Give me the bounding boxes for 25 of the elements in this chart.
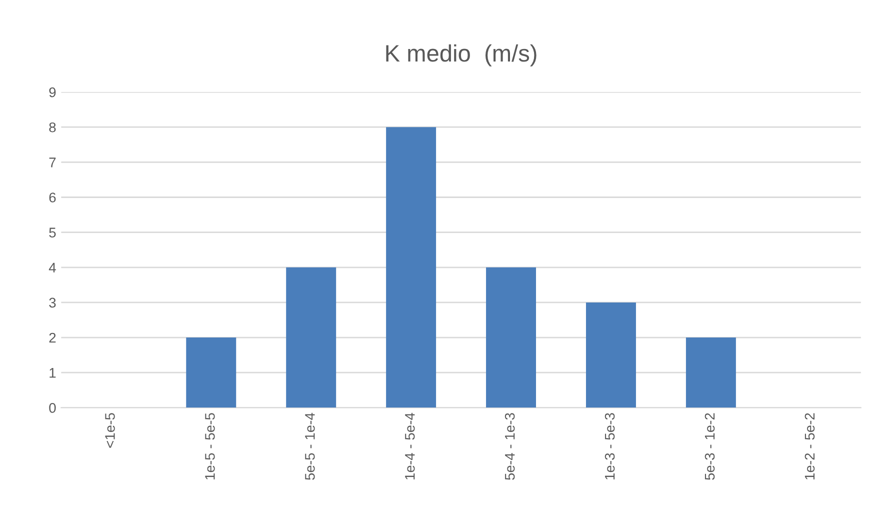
y-tick-label: 4 [48,262,56,272]
x-tick-label: 1e-5 - 5e-5 [205,413,215,480]
y-tick-label: 6 [49,192,56,202]
bar [486,267,536,408]
y-tick-label: 5 [49,228,56,238]
y-tick-label: 0 [49,402,56,413]
x-tick-label: 5e-3 - 1e-2 [704,413,715,480]
bar [686,338,736,408]
x-tick-label: 5e-5 - 1e-4 [305,412,315,480]
bar [286,267,336,408]
y-tick-label: 2 [49,332,56,343]
x-tick-label: 1e-2 - 5e-2 [804,413,815,480]
x-tick-label: 1e-4 - 5e-4 [405,412,415,480]
chart-title: K medio (m/s) [386,44,536,66]
bar [386,127,436,408]
y-tick-label: 3 [49,298,56,308]
y-tick-label: 1 [50,368,56,378]
x-tick-label: 1e-3 - 5e-3 [604,413,615,480]
bar [186,338,236,408]
x-tick-label: 5e-4 - 1e-3 [504,413,515,480]
bar [586,302,636,408]
y-tick-label: 9 [49,87,56,98]
x-tick-label: <1e-5 [105,413,115,448]
y-tick-label: 7 [49,158,56,168]
y-tick-label: 8 [49,122,56,132]
